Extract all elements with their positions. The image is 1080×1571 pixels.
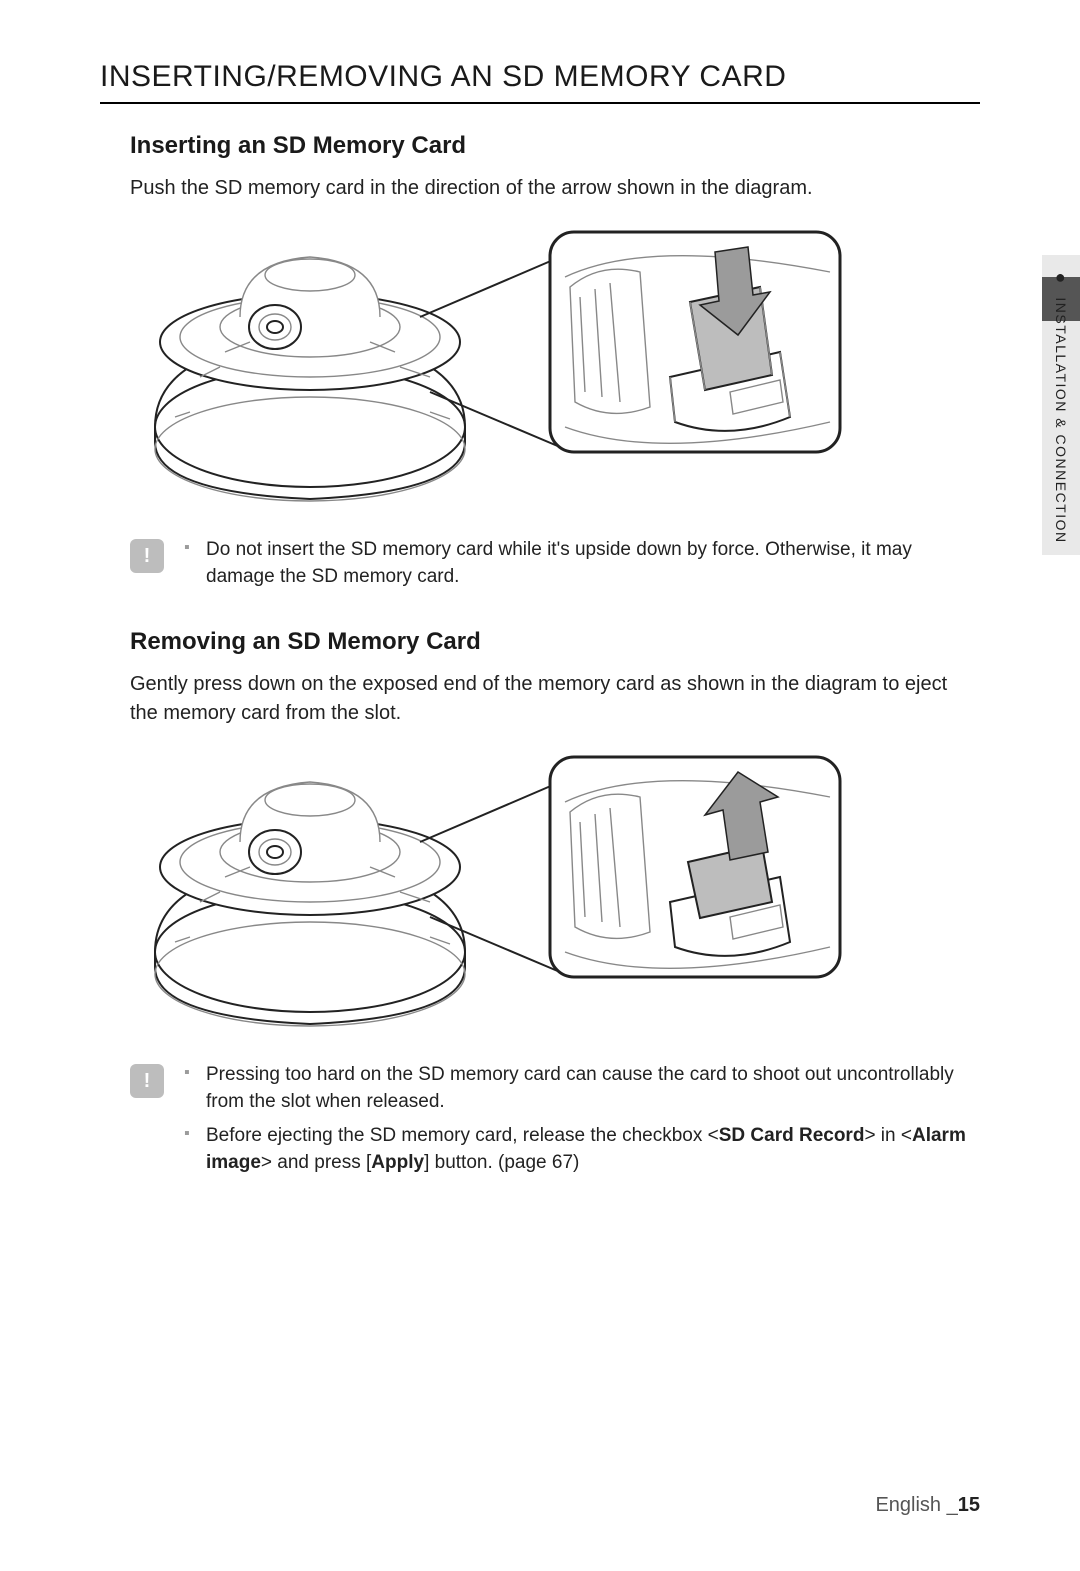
callout-remove	[550, 757, 840, 977]
page-title: INSERTING/REMOVING AN SD MEMORY CARD	[100, 60, 980, 104]
camera-body-lineart	[155, 257, 465, 501]
caution-item: Do not insert the SD memory card while i…	[184, 537, 980, 590]
section-body-insert: Push the SD memory card in the direction…	[130, 174, 980, 203]
section-heading-remove: Removing an SD Memory Card	[130, 628, 980, 656]
section-side-tab: ● INSTALLATION & CONNECTION	[1042, 255, 1080, 595]
caution-icon: !	[130, 539, 164, 573]
callout-insert	[550, 232, 840, 452]
section-heading-insert: Inserting an SD Memory Card	[130, 132, 980, 160]
caution-item: Before ejecting the SD memory card, rele…	[184, 1123, 980, 1176]
footer-lang: English	[875, 1494, 941, 1516]
caution-block-insert: ! Do not insert the SD memory card while…	[130, 537, 980, 598]
caution-item: Pressing too hard on the SD memory card …	[184, 1062, 980, 1115]
caution-block-remove: ! Pressing too hard on the SD memory car…	[130, 1062, 980, 1184]
diagram-remove	[130, 742, 850, 1042]
page-footer: English _15	[875, 1494, 980, 1517]
section-body-remove: Gently press down on the exposed end of …	[130, 670, 980, 728]
footer-page-number: 15	[958, 1494, 980, 1516]
diagram-insert	[130, 217, 850, 517]
camera-body-lineart	[155, 782, 465, 1026]
caution-icon: !	[130, 1064, 164, 1098]
